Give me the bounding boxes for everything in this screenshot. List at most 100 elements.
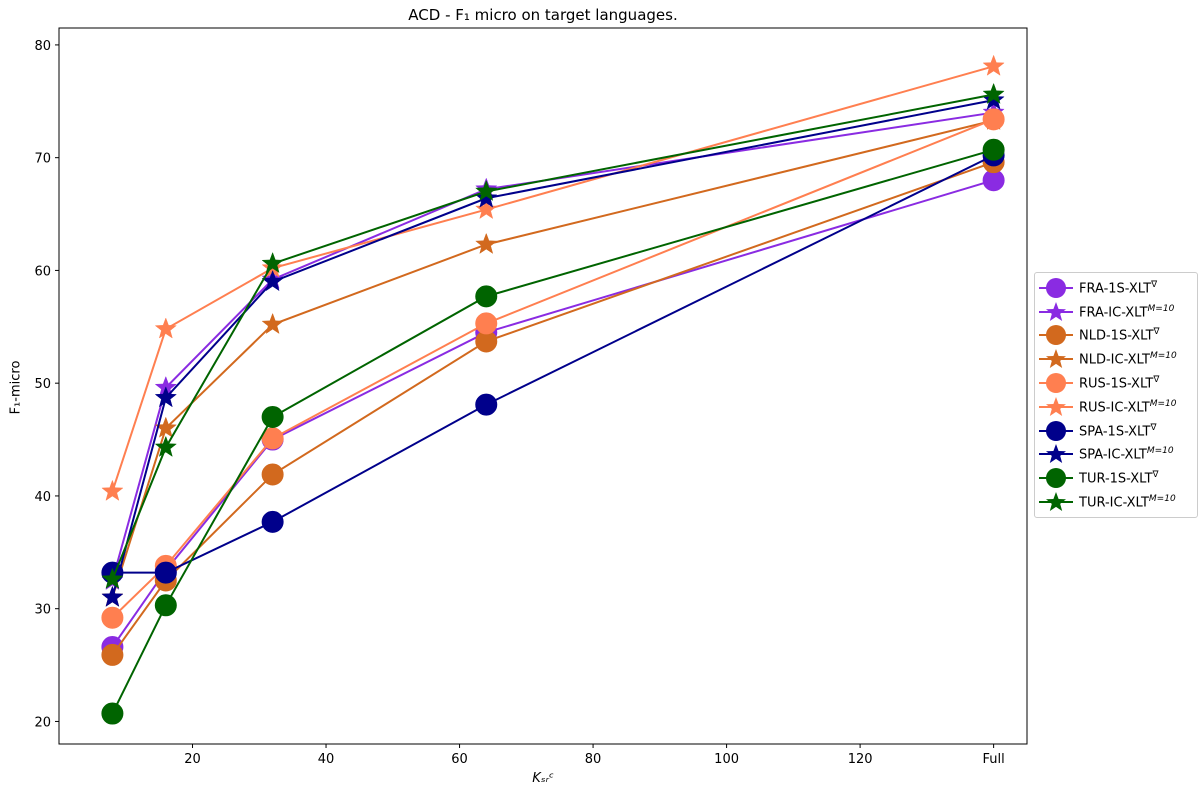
series-group (101, 100, 1005, 590)
legend-swatch (1039, 420, 1073, 441)
data-point-star (101, 585, 124, 607)
legend-label-superscript: ∇ (1150, 422, 1157, 433)
series-line (111, 65, 994, 492)
legend-label: FRA-IC-XLTM=10 (1079, 304, 1174, 320)
data-point-star (261, 312, 284, 335)
y-tick-label: 50 (34, 377, 51, 392)
series-line (111, 99, 994, 598)
series-group (101, 144, 1005, 584)
legend-swatch (1039, 277, 1073, 298)
legend-label-superscript: M=10 (1146, 446, 1174, 457)
series-group (101, 138, 1005, 725)
legend-label: SPA-IC-XLTM=10 (1079, 446, 1174, 462)
legend-item: RUS-IC-XLTM=10 (1035, 395, 1197, 419)
legend-label-superscript: M=10 (1147, 303, 1175, 314)
legend-label-base: TUR-IC-XLT (1079, 495, 1149, 511)
y-tick-label: 40 (34, 490, 51, 505)
x-tick-label: 60 (451, 752, 468, 767)
legend-label: FRA-1S-XLT∇ (1079, 280, 1157, 296)
legend-label-base: TUR-1S-XLT (1079, 471, 1153, 487)
legend-swatch (1039, 373, 1073, 394)
series-group (101, 88, 1005, 607)
data-point-circle (101, 643, 124, 666)
data-point-star (475, 179, 498, 201)
legend-marker-star (1046, 396, 1066, 416)
legend-marker-star (1046, 301, 1066, 321)
legend-item: FRA-IC-XLTM=10 (1035, 300, 1197, 324)
legend-label: RUS-IC-XLTM=10 (1079, 399, 1177, 415)
data-point-star (475, 232, 498, 254)
legend-label-superscript: ∇ (1153, 327, 1160, 338)
legend-label-base: NLD-1S-XLT (1079, 328, 1154, 344)
data-point-circle (982, 108, 1005, 131)
series-line (111, 119, 994, 598)
data-point-circle (982, 138, 1005, 161)
plot-frame (58, 27, 1028, 745)
legend-label-superscript: M=10 (1149, 398, 1177, 409)
legend-swatch (1039, 325, 1073, 346)
legend-swatch (1039, 349, 1073, 369)
data-point-circle (101, 606, 124, 629)
data-point-circle (261, 463, 284, 486)
legend-item: TUR-1S-XLT∇ (1035, 466, 1197, 490)
legend-marker-star (1046, 349, 1066, 369)
legend-marker-circle (1046, 325, 1066, 346)
data-point-circle (475, 312, 498, 335)
legend-label-superscript: ∇ (1153, 374, 1160, 385)
legend-label-base: SPA-1S-XLT (1079, 423, 1151, 439)
y-tick-label: 20 (34, 715, 51, 730)
legend-label-superscript: M=10 (1148, 493, 1176, 504)
legend-item: NLD-IC-XLTM=10 (1035, 347, 1197, 371)
x-tick-label: 80 (585, 752, 602, 767)
data-point-circle (261, 406, 284, 429)
x-tick-label: 20 (184, 752, 201, 767)
data-point-circle (261, 510, 284, 533)
legend-label-superscript: ∇ (1151, 279, 1158, 290)
data-point-star (154, 435, 177, 457)
legend-label: TUR-1S-XLT∇ (1079, 470, 1159, 486)
legend-swatch (1039, 468, 1073, 489)
legend-marker-circle (1046, 420, 1066, 441)
series-group (101, 82, 1005, 589)
legend-item: TUR-IC-XLTM=10 (1035, 490, 1197, 514)
series-group (101, 108, 1005, 607)
legend-label-base: SPA-IC-XLT (1079, 447, 1147, 463)
legend-label-base: FRA-IC-XLT (1079, 304, 1148, 320)
series-line (111, 111, 994, 581)
data-point-star (101, 567, 124, 589)
data-point-star (101, 479, 124, 501)
legend-label-base: RUS-1S-XLT (1079, 376, 1154, 392)
legend-item: RUS-1S-XLT∇ (1035, 371, 1197, 395)
legend-swatch (1039, 301, 1073, 321)
legend-label-superscript: M=10 (1149, 351, 1177, 362)
series-line (112, 154, 995, 574)
y-tick-label: 80 (34, 39, 51, 54)
legend-marker-circle (1046, 277, 1066, 298)
legend-label: TUR-IC-XLTM=10 (1079, 494, 1176, 510)
data-point-circle (101, 702, 124, 725)
legend-swatch (1039, 492, 1073, 512)
series-group (101, 169, 1005, 659)
legend-item: FRA-1S-XLT∇ (1035, 276, 1197, 300)
data-point-star (982, 82, 1005, 105)
data-point-star (475, 197, 498, 220)
data-point-star (982, 54, 1005, 76)
legend-item: NLD-1S-XLT∇ (1035, 324, 1197, 348)
x-tick-label: Full (983, 752, 1005, 767)
series-line (111, 93, 994, 580)
data-point-circle (475, 393, 498, 416)
legend-label-superscript: ∇ (1152, 470, 1159, 481)
legend-item: SPA-1S-XLT∇ (1035, 419, 1197, 443)
x-tick-label: 120 (848, 752, 873, 767)
data-point-star (154, 317, 177, 339)
x-tick-label: 100 (714, 752, 739, 767)
legend-label: NLD-1S-XLT∇ (1079, 327, 1160, 343)
y-tick-label: 60 (34, 264, 51, 279)
y-tick-label: 30 (34, 603, 51, 618)
legend-label-base: FRA-1S-XLT (1079, 281, 1152, 297)
x-axis-label: Kₛᵣᶜ (532, 771, 554, 786)
series-line (111, 161, 994, 656)
chart-title: ACD - F₁ micro on target languages. (408, 6, 678, 24)
series-line (111, 148, 994, 715)
